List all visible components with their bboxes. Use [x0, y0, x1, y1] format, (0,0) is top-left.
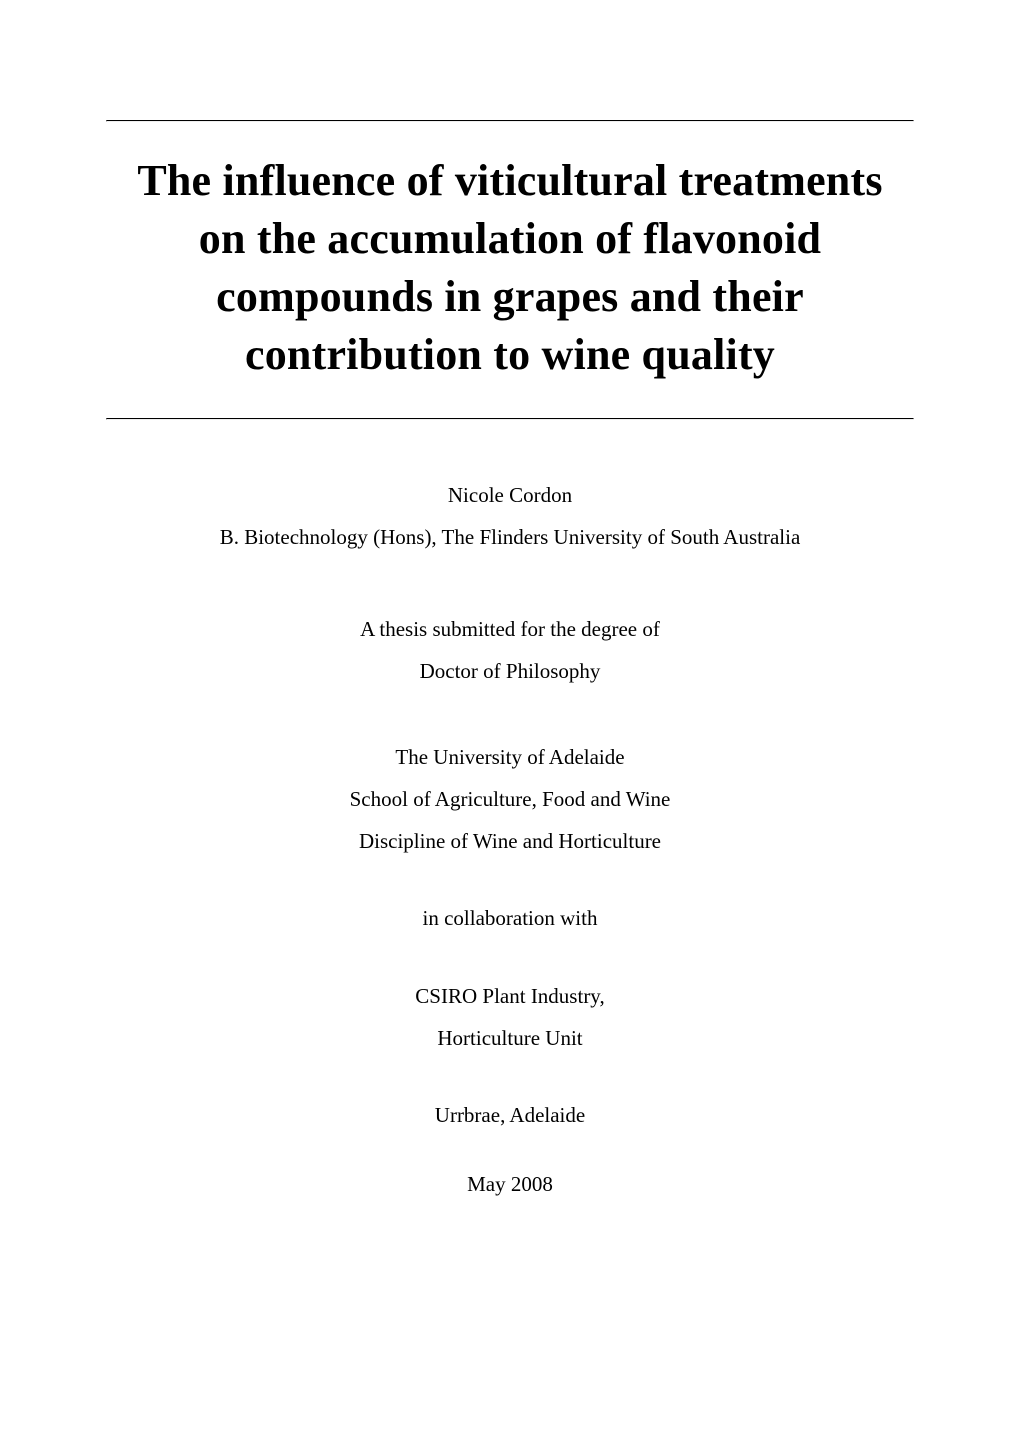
title-line-4: contribution to wine quality	[106, 326, 914, 384]
top-horizontal-rule	[106, 120, 914, 122]
location: Urrbrae, Adelaide	[106, 1103, 914, 1128]
thesis-statement-line-1: A thesis submitted for the degree of	[106, 608, 914, 650]
institution-line-3: Discipline of Wine and Horticulture	[106, 820, 914, 862]
collaborator-line-1: CSIRO Plant Industry,	[106, 975, 914, 1017]
author-name: Nicole Cordon	[106, 474, 914, 516]
thesis-title-page: The influence of viticultural treatments…	[0, 0, 1020, 1442]
collaborator-line-2: Horticulture Unit	[106, 1017, 914, 1059]
thesis-statement-line-2: Doctor of Philosophy	[106, 650, 914, 692]
institution-line-1: The University of Adelaide	[106, 736, 914, 778]
title-line-3: compounds in grapes and their	[106, 268, 914, 326]
thesis-title: The influence of viticultural treatments…	[106, 152, 914, 384]
author-credentials: B. Biotechnology (Hons), The Flinders Un…	[106, 516, 914, 558]
date: May 2008	[106, 1172, 914, 1197]
title-line-2: on the accumulation of flavonoid	[106, 210, 914, 268]
title-line-1: The influence of viticultural treatments	[106, 152, 914, 210]
bottom-horizontal-rule	[106, 418, 914, 420]
institution-block: The University of Adelaide School of Agr…	[106, 736, 914, 862]
institution-line-2: School of Agriculture, Food and Wine	[106, 778, 914, 820]
author-block: Nicole Cordon B. Biotechnology (Hons), T…	[106, 474, 914, 558]
thesis-statement: A thesis submitted for the degree of Doc…	[106, 608, 914, 692]
collaboration-label: in collaboration with	[106, 906, 914, 931]
collaborator-block: CSIRO Plant Industry, Horticulture Unit	[106, 975, 914, 1059]
